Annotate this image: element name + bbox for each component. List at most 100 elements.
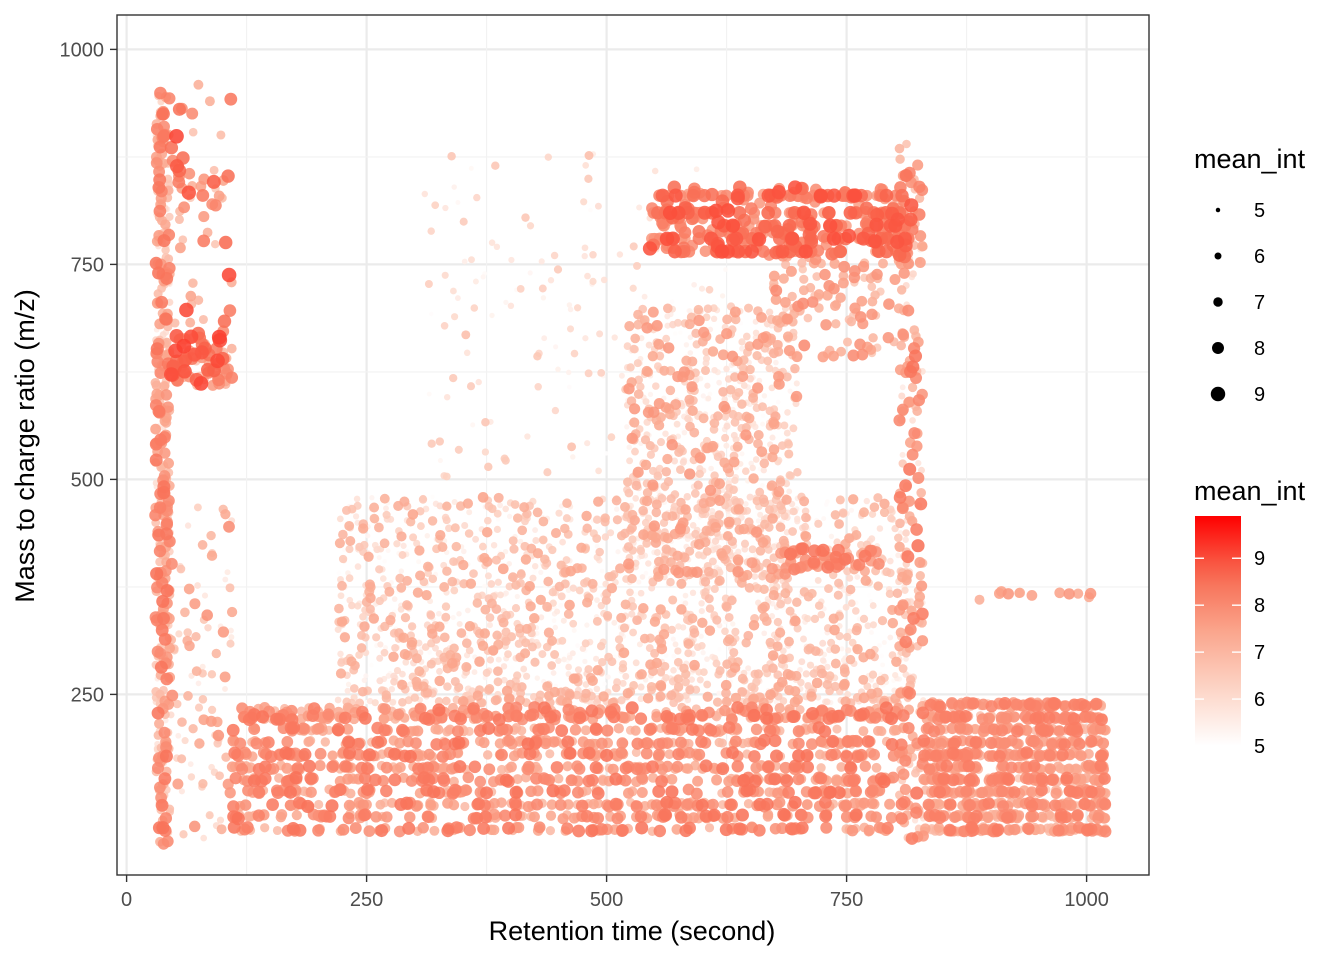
data-point xyxy=(569,673,579,683)
data-point xyxy=(429,575,438,584)
data-point xyxy=(212,649,221,658)
data-point xyxy=(761,413,766,418)
data-point xyxy=(376,677,383,684)
data-point xyxy=(594,686,601,693)
data-point xyxy=(868,749,880,761)
data-point xyxy=(648,351,658,361)
data-point xyxy=(547,661,556,670)
data-point xyxy=(570,650,576,656)
data-point xyxy=(1092,812,1104,824)
data-point xyxy=(472,536,479,543)
data-point xyxy=(891,657,901,667)
data-point xyxy=(502,686,513,697)
data-point xyxy=(779,536,789,546)
data-point xyxy=(743,631,753,641)
data-point xyxy=(337,515,344,522)
data-point xyxy=(831,659,841,669)
data-point xyxy=(1051,788,1062,799)
data-point xyxy=(569,620,577,628)
data-point xyxy=(525,786,536,797)
data-point xyxy=(593,496,603,506)
data-point xyxy=(188,278,197,287)
data-point xyxy=(867,593,872,598)
data-point xyxy=(554,265,562,273)
data-point xyxy=(425,280,433,288)
data-point xyxy=(715,576,725,586)
data-point xyxy=(714,478,725,489)
data-point xyxy=(292,810,302,820)
data-point xyxy=(345,536,355,546)
data-point xyxy=(444,394,450,400)
data-point xyxy=(386,548,391,553)
data-point xyxy=(653,339,664,350)
data-point xyxy=(772,315,782,325)
data-point xyxy=(207,550,217,560)
data-point xyxy=(711,316,717,322)
data-point xyxy=(759,612,769,622)
data-point xyxy=(917,241,928,252)
data-point xyxy=(654,472,663,481)
data-point xyxy=(738,674,748,684)
data-point xyxy=(666,494,675,503)
data-point xyxy=(596,738,608,750)
data-point xyxy=(666,439,677,450)
data-point xyxy=(864,498,870,504)
data-point xyxy=(697,676,704,683)
data-point xyxy=(749,465,755,471)
data-point xyxy=(705,485,716,496)
data-point xyxy=(623,688,633,698)
data-point xyxy=(883,298,895,310)
data-point xyxy=(731,418,740,427)
data-point xyxy=(769,435,775,441)
data-point xyxy=(733,442,743,452)
data-point xyxy=(619,664,628,673)
data-point xyxy=(835,292,845,302)
data-point xyxy=(704,383,710,389)
data-point xyxy=(438,542,448,552)
data-point xyxy=(760,602,770,612)
data-point xyxy=(338,592,345,599)
data-point xyxy=(427,392,432,397)
data-point xyxy=(544,628,554,638)
data-point xyxy=(375,800,385,810)
data-point xyxy=(638,603,648,613)
data-point xyxy=(814,520,822,528)
data-point xyxy=(449,557,458,566)
data-point xyxy=(698,327,709,338)
data-point xyxy=(729,485,738,494)
data-point xyxy=(816,763,825,772)
data-point xyxy=(350,684,359,693)
data-point xyxy=(768,663,778,673)
data-point xyxy=(483,669,491,677)
data-point xyxy=(859,693,870,704)
data-point xyxy=(470,422,475,427)
data-point xyxy=(760,459,770,469)
data-point xyxy=(438,458,443,463)
data-point xyxy=(721,628,729,636)
data-point xyxy=(388,652,398,662)
data-point xyxy=(916,571,925,580)
data-point xyxy=(489,239,496,246)
data-point xyxy=(564,600,575,611)
data-point xyxy=(226,640,234,648)
data-point xyxy=(791,391,802,402)
data-point xyxy=(494,526,501,533)
data-point xyxy=(705,625,716,636)
data-point xyxy=(546,811,556,821)
data-point xyxy=(383,505,389,511)
data-point xyxy=(441,613,450,622)
data-point xyxy=(778,654,788,664)
data-point xyxy=(694,166,700,172)
data-point xyxy=(529,613,539,623)
data-point xyxy=(498,563,509,574)
data-point xyxy=(741,540,749,548)
data-point xyxy=(358,687,368,697)
data-point xyxy=(567,385,572,390)
data-point xyxy=(815,750,825,760)
data-point xyxy=(418,681,428,691)
data-point xyxy=(769,271,780,282)
data-point xyxy=(766,309,773,316)
data-point xyxy=(568,307,574,313)
data-point xyxy=(897,572,907,582)
